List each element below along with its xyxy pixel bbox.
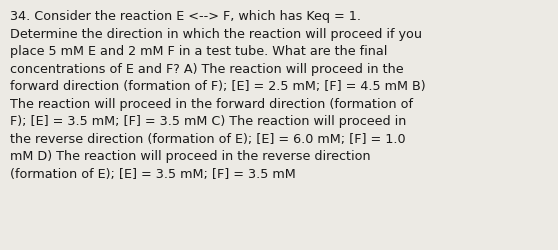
Text: 34. Consider the reaction E <--> F, which has Keq = 1.
Determine the direction i: 34. Consider the reaction E <--> F, whic… — [10, 10, 426, 180]
